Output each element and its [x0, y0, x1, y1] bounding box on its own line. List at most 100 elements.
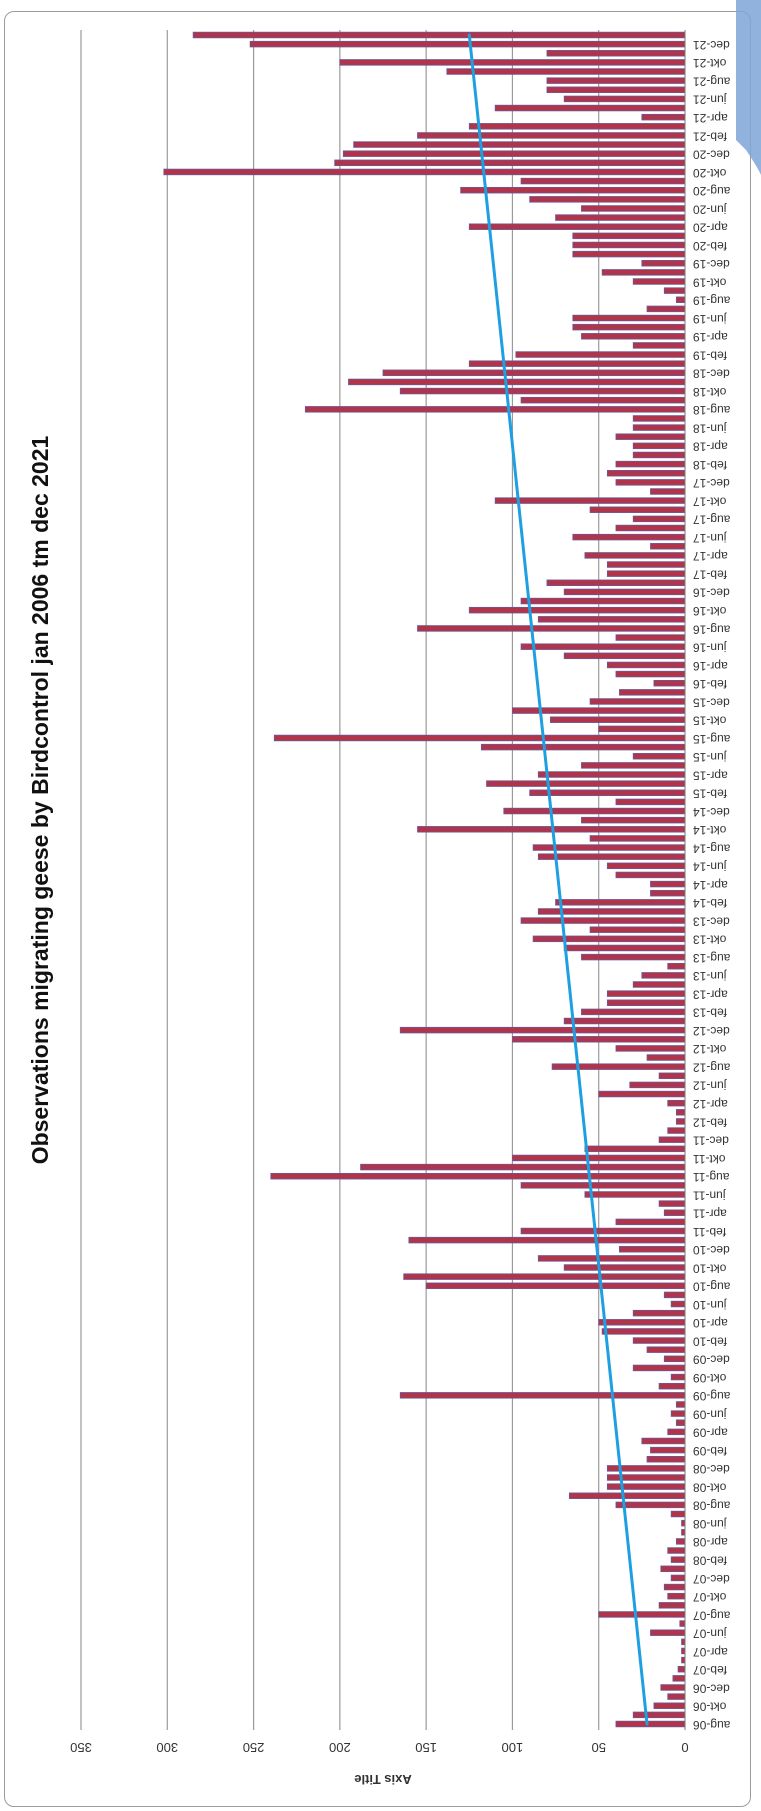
category-tick-label: dec-13 — [693, 914, 730, 928]
bar — [273, 734, 686, 742]
bar — [353, 141, 686, 148]
bar — [537, 1255, 686, 1262]
bar — [601, 1328, 686, 1335]
bar — [615, 871, 686, 879]
bar — [670, 1300, 686, 1308]
bar — [382, 369, 686, 377]
axes: 0 50 100 150 200 250 300 350 — [70, 30, 689, 1755]
bar — [446, 68, 686, 75]
bar — [606, 1474, 686, 1481]
category-tick-label: feb-09 — [693, 1444, 727, 1458]
category-tick-label: okt-10 — [693, 1261, 727, 1275]
bar — [606, 862, 686, 870]
bar — [650, 1629, 686, 1636]
bar — [581, 953, 686, 961]
bar — [650, 543, 686, 550]
bar — [425, 1282, 686, 1290]
category-tick-label: aug-10 — [693, 1280, 731, 1294]
category-tick-label: dec-06 — [693, 1681, 730, 1695]
bar — [520, 177, 686, 185]
bar — [632, 753, 686, 760]
gridlines — [80, 30, 600, 1730]
category-tick-label: apr-19 — [693, 330, 728, 344]
bar — [584, 552, 686, 559]
category-tick-label: jun-07 — [693, 1627, 728, 1641]
bar — [653, 679, 686, 687]
bar — [417, 132, 686, 139]
bar — [667, 963, 686, 970]
bar — [667, 1428, 686, 1436]
category-tick-label: aug-17 — [693, 513, 731, 527]
bar — [572, 250, 686, 258]
category-tick-label: aug-20 — [693, 184, 731, 198]
bar — [658, 1382, 686, 1390]
bar — [480, 743, 686, 751]
bar — [589, 835, 686, 842]
bar — [632, 1364, 686, 1372]
bar — [663, 1583, 686, 1591]
bar — [632, 451, 686, 459]
category-tick-label: okt-12 — [693, 1042, 727, 1056]
bar — [192, 31, 686, 39]
category-tick-label: apr-18 — [693, 440, 728, 454]
category-tick-label: okt-07 — [693, 1590, 727, 1604]
bar — [555, 899, 686, 906]
category-tick-label: dec-08 — [693, 1462, 730, 1476]
bar — [667, 1099, 686, 1107]
bar — [615, 1720, 686, 1728]
category-tick-label: okt-13 — [693, 933, 727, 947]
bar — [670, 1510, 686, 1518]
category-tick-label: feb-14 — [693, 896, 727, 910]
category-tick-label: feb-13 — [693, 1006, 727, 1020]
category-tick-label: feb-08 — [693, 1553, 727, 1567]
bar — [675, 1401, 686, 1408]
category-tick-label: apr-20 — [693, 221, 728, 235]
category-tick-label: jun-09 — [693, 1407, 728, 1421]
bar — [563, 95, 686, 103]
bar — [549, 716, 686, 723]
category-tick-label: dec-19 — [693, 257, 730, 271]
value-tick-label: 100 — [502, 1740, 524, 1755]
value-axis-title: Axis Title — [354, 1772, 412, 1787]
bar — [615, 798, 686, 806]
category-tick-label: apr-10 — [693, 1316, 728, 1330]
category-tick-label: feb-20 — [693, 239, 727, 253]
category-tick-label: okt-15 — [693, 714, 727, 728]
corner-decoration — [736, 0, 761, 175]
bar — [679, 1620, 686, 1627]
value-tick-label: 150 — [415, 1740, 437, 1755]
bar — [494, 104, 686, 112]
value-tick-label: 200 — [329, 1740, 351, 1755]
category-tick-label: okt-16 — [693, 604, 727, 618]
bar — [667, 1592, 686, 1600]
bar — [532, 935, 686, 943]
bar — [537, 853, 686, 860]
bar — [675, 1109, 686, 1116]
bar — [606, 570, 686, 577]
bar — [606, 661, 686, 669]
bar — [615, 479, 686, 486]
bar — [537, 771, 686, 778]
category-tick-label: apr-11 — [693, 1207, 727, 1221]
bar — [675, 1538, 686, 1545]
bar — [584, 1145, 686, 1153]
bar — [632, 278, 686, 285]
bar — [663, 287, 686, 294]
bar — [537, 616, 686, 623]
category-tick-label: feb-16 — [693, 677, 727, 691]
category-labels: aug-06 okt-06 dec-06 feb-07 apr-07 jun-07 aug-… — [693, 38, 731, 1732]
bar — [563, 1017, 686, 1025]
category-tick-label: okt-09 — [693, 1371, 727, 1385]
bar — [632, 342, 686, 349]
bar — [163, 168, 686, 176]
bar — [615, 460, 686, 468]
bar — [677, 1665, 686, 1673]
bar — [670, 1574, 686, 1582]
category-tick-label: okt-08 — [693, 1480, 727, 1494]
bar — [641, 113, 686, 121]
bar — [403, 1273, 686, 1280]
bar — [598, 725, 686, 733]
bar — [520, 643, 686, 650]
bar — [520, 917, 686, 924]
bar — [512, 1154, 686, 1162]
